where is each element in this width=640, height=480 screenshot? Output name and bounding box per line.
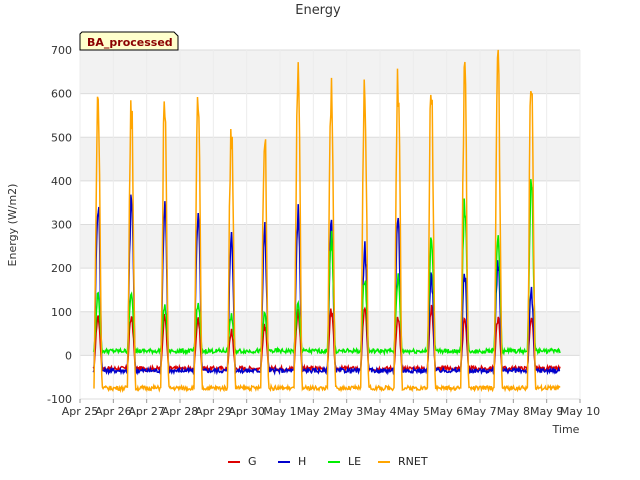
- x-tick-label: May 8: [497, 405, 530, 418]
- badge-box: [79, 31, 179, 51]
- x-tick-label: May 2: [297, 405, 330, 418]
- series-line-h: [92, 194, 561, 376]
- legend-label-g: G: [248, 455, 257, 468]
- x-tick-label: Apr 29: [195, 405, 232, 418]
- badge: BA_processed: [79, 31, 179, 51]
- x-tick-label: May 7: [463, 405, 496, 418]
- series-line-rnet: [93, 49, 561, 394]
- x-tick-label: May 6: [430, 405, 463, 418]
- y-tick-label: 100: [51, 306, 72, 319]
- y-axis-label: Energy (W/m2): [6, 184, 19, 267]
- y-tick-label: 300: [51, 219, 72, 232]
- x-axis-label: Time: [552, 423, 580, 436]
- x-tick-label: Apr 26: [95, 405, 132, 418]
- y-tick-label: 600: [51, 88, 72, 101]
- x-tick-label: May 9: [530, 405, 563, 418]
- x-tick-label: Apr 28: [162, 405, 199, 418]
- x-tick-label: May 4: [363, 405, 396, 418]
- x-tick-label: Apr 30: [228, 405, 265, 418]
- chart-title: Energy: [295, 3, 341, 18]
- y-tick-label: 700: [51, 44, 72, 57]
- badge-label: BA_processed: [87, 36, 173, 49]
- legend: G H LE RNET: [228, 455, 428, 468]
- y-tick-label: 200: [51, 262, 72, 275]
- x-tick-label: Apr 25: [62, 405, 99, 418]
- legend-label-h: H: [298, 455, 306, 468]
- y-tick-label: 400: [51, 175, 72, 188]
- x-tick-label: May 3: [330, 405, 363, 418]
- grid-band: [80, 50, 580, 94]
- legend-label-le: LE: [348, 455, 361, 468]
- x-tick-label: May 5: [397, 405, 430, 418]
- x-tick-label: May 1: [263, 405, 296, 418]
- legend-label-rnet: RNET: [398, 455, 428, 468]
- x-tick-label: May 10: [560, 405, 600, 418]
- y-tick-label: 500: [51, 131, 72, 144]
- y-tick-label: -100: [47, 393, 72, 406]
- series-line-le: [92, 179, 561, 357]
- x-tick-label: Apr 27: [128, 405, 165, 418]
- y-tick-label: 0: [65, 349, 72, 362]
